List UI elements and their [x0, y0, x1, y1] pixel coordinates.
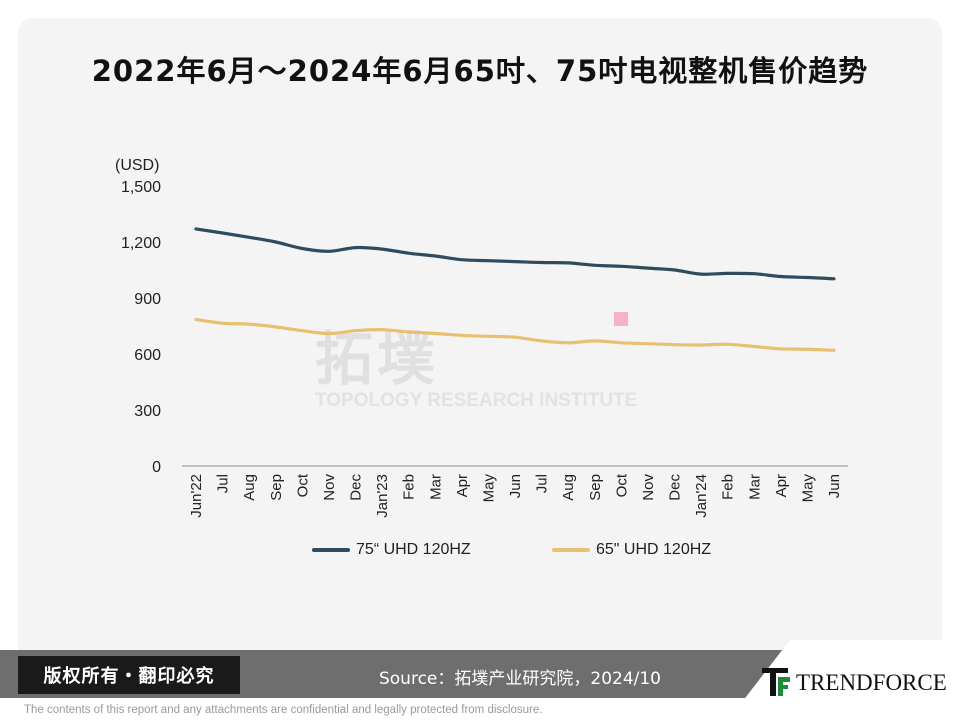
- legend-swatch-65: [552, 548, 590, 552]
- x-tick-label: Jul: [534, 474, 551, 493]
- chart-title: 2022年6月～2024年6月65吋、75吋电视整机售价趋势: [91, 54, 869, 88]
- legend-item-75: 75“ UHD 120HZ: [312, 538, 471, 562]
- y-tick-label: 600: [134, 347, 161, 364]
- y-tick-label: 1,500: [121, 179, 161, 196]
- legend-label-75: 75“ UHD 120HZ: [356, 541, 471, 558]
- y-axis-unit-label: (USD): [115, 157, 159, 174]
- disclaimer: The contents of this report and any atta…: [24, 704, 543, 716]
- x-tick-label: Sep: [268, 474, 285, 501]
- x-tick-label: Dec: [348, 474, 365, 501]
- y-tick-label: 0: [152, 459, 161, 476]
- x-tick-label: Sep: [587, 474, 604, 501]
- copyright-notice: 版权所有・翻印必究: [18, 656, 240, 694]
- y-tick-label: 1,200: [121, 235, 161, 252]
- marker-square: [614, 312, 628, 326]
- x-tick-label: Jun'22: [188, 474, 205, 518]
- y-tick-label: 900: [134, 291, 161, 308]
- legend-swatch-75: [312, 548, 350, 552]
- y-tick-label: 300: [134, 403, 161, 420]
- x-tick-label: Feb: [720, 474, 737, 500]
- x-tick-label: Jan'24: [693, 474, 710, 518]
- trendforce-logo-icon: [762, 668, 790, 696]
- x-tick-label: Dec: [667, 474, 684, 501]
- x-tick-label: Jun: [507, 474, 524, 498]
- x-tick-label: Nov: [321, 474, 338, 501]
- x-tick-label: Mar: [746, 474, 763, 500]
- x-tick-label: Aug: [560, 474, 577, 501]
- legend-item-65: 65" UHD 120HZ: [552, 538, 711, 562]
- x-tick-label: Feb: [401, 474, 418, 500]
- x-tick-label: Oct: [613, 473, 630, 497]
- series-line-65: [194, 317, 836, 352]
- x-tick-label: Nov: [640, 474, 657, 501]
- x-tick-label: Mar: [427, 474, 444, 500]
- x-tick-label: Oct: [294, 473, 311, 497]
- legend-label-65: 65" UHD 120HZ: [596, 541, 712, 558]
- series-line-75: [194, 227, 836, 281]
- x-tick-label: Jul: [215, 474, 232, 493]
- x-tick-label: Aug: [241, 474, 258, 501]
- source-note: Source：拓墣产业研究院，2024/10: [378, 669, 661, 689]
- x-tick-label: Apr: [773, 474, 790, 497]
- brand-name: TRENDFORCE: [796, 670, 947, 695]
- x-tick-label: May: [799, 474, 816, 503]
- x-tick-label: Jan'23: [374, 474, 391, 518]
- x-tick-label: Apr: [454, 474, 471, 497]
- x-tick-label: May: [480, 474, 497, 503]
- x-tick-label: Jun: [826, 474, 843, 498]
